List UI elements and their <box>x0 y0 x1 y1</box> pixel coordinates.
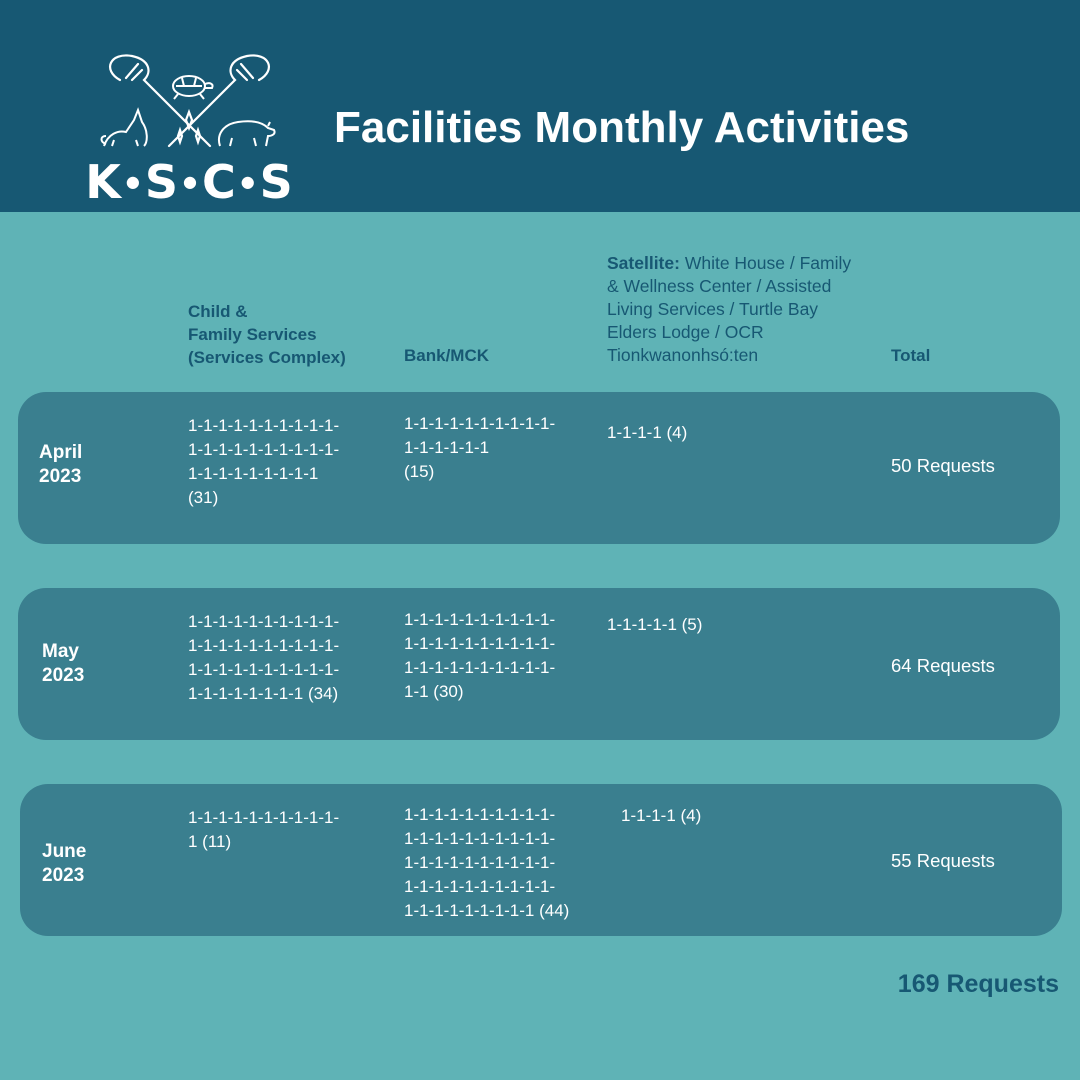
row-month: April 2023 <box>39 442 83 487</box>
child-family-cell: 1-1-1-1-1-1-1-1-1-1- 1 (11) <box>188 808 340 851</box>
column-header-bank: Bank/MCK <box>404 346 490 365</box>
column-header-satellite: Satellite: White House / Family & Wellne… <box>607 252 857 367</box>
column-header-total: Total <box>891 346 931 365</box>
satellite-cell: 1-1-1-1-1 (5) <box>607 615 703 634</box>
bear-icon <box>218 120 276 147</box>
child-family-cell: 1-1-1-1-1-1-1-1-1-1- 1-1-1-1-1-1-1-1-1-1… <box>188 612 340 703</box>
table-row <box>18 392 1060 544</box>
bank-cell: 1-1-1-1-1-1-1-1-1-1- 1-1-1-1-1-1-1-1-1-1… <box>404 805 570 920</box>
row-month: May 2023 <box>42 641 85 686</box>
turtle-icon <box>172 75 214 100</box>
table-row <box>18 588 1060 740</box>
page-title: Facilities Monthly Activities <box>334 103 910 152</box>
bank-cell: 1-1-1-1-1-1-1-1-1-1- 1-1-1-1-1-1-1-1-1-1… <box>404 610 556 701</box>
satellite-label: Satellite: <box>607 253 680 273</box>
bank-cell: 1-1-1-1-1-1-1-1-1-1- 1-1-1-1-1-1 (15) <box>404 414 556 481</box>
satellite-locations: White House / Family & Wellness Center /… <box>607 253 852 365</box>
paw-icon: ● <box>125 172 141 191</box>
total-cell: 50 Requests <box>891 455 995 476</box>
page-header: K ● S ● C ● S Facilities Monthly Activities <box>0 0 1080 212</box>
paw-icon: ● <box>182 172 198 191</box>
total-cell: 64 Requests <box>891 655 995 676</box>
satellite-cell: 1-1-1-1 (4) <box>621 806 702 825</box>
grand-total: 169 Requests <box>897 970 1059 998</box>
wolf-icon <box>100 107 148 147</box>
table-row <box>20 784 1062 936</box>
satellite-cell: 1-1-1-1 (4) <box>607 423 688 442</box>
logo-wordmark: K ● S ● C ● S <box>85 155 294 209</box>
row-month: June 2023 <box>42 841 87 886</box>
kscs-logo: K ● S ● C ● S <box>85 50 294 209</box>
crossed-lacrosse-sticks-icon <box>100 54 276 148</box>
paw-icon: ● <box>240 172 256 191</box>
column-header-child-family: Child & Family Services (Services Comple… <box>188 302 346 367</box>
total-cell: 55 Requests <box>891 850 995 871</box>
child-family-cell: 1-1-1-1-1-1-1-1-1-1- 1-1-1-1-1-1-1-1-1-1… <box>188 416 340 507</box>
